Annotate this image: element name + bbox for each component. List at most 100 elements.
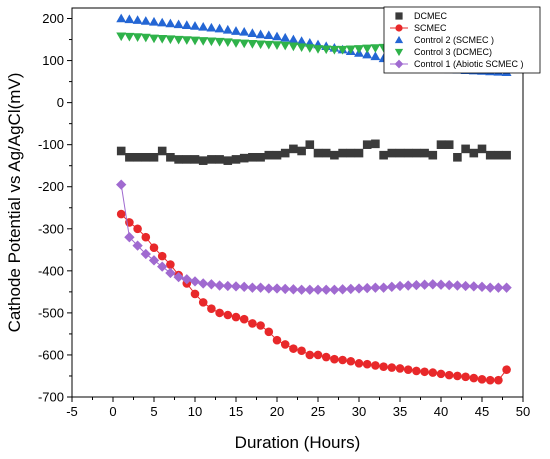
data-point-control-3-dcmec xyxy=(313,45,323,54)
x-tick-label: 30 xyxy=(352,404,366,419)
data-point-control-1-abiotic-scmec xyxy=(296,284,307,295)
data-point-control-3-dcmec xyxy=(263,40,274,50)
data-point-control-1-abiotic-scmec xyxy=(189,276,201,287)
x-tick-label: -5 xyxy=(66,404,78,419)
data-point-scmec xyxy=(395,364,405,373)
data-point-control-1-abiotic-scmec xyxy=(206,279,217,290)
data-point-scmec xyxy=(428,368,438,377)
data-point-scmec xyxy=(297,346,306,356)
data-point-control-3-dcmec xyxy=(173,35,184,45)
data-point-control-2-scmec xyxy=(231,26,241,35)
data-point-dcmec xyxy=(182,155,192,164)
data-point-scmec xyxy=(289,344,298,353)
legend-marker xyxy=(394,48,404,57)
data-point-control-1-abiotic-scmec xyxy=(124,232,135,243)
data-point-control-1-abiotic-scmec xyxy=(362,282,373,294)
legend-marker xyxy=(394,59,404,69)
data-point-control-2-scmec xyxy=(370,51,381,61)
data-point-control-2-scmec xyxy=(280,32,291,42)
data-point-control-3-dcmec xyxy=(337,45,348,55)
data-point-scmec xyxy=(354,359,364,368)
data-point-scmec xyxy=(149,243,159,253)
x-tick-label: 10 xyxy=(188,404,202,419)
data-point-scmec xyxy=(166,260,175,269)
legend-label: Control 1 (Abiotic SCMEC ) xyxy=(414,59,524,69)
legend-item: Control 2 (SCMEC ) xyxy=(394,35,494,45)
data-point-control-1-abiotic-scmec xyxy=(337,284,348,295)
data-point-control-1-abiotic-scmec xyxy=(255,282,266,293)
data-point-dcmec xyxy=(362,140,372,149)
data-point-scmec xyxy=(477,375,487,384)
data-point-control-3-dcmec xyxy=(362,44,373,54)
data-point-control-3-dcmec xyxy=(321,45,332,55)
y-tick-label: -300 xyxy=(38,221,64,236)
data-point-dcmec xyxy=(412,148,421,158)
y-tick-label: -700 xyxy=(38,390,64,405)
y-axis-title: Cathode Potential vs Ag/AgCl(mV) xyxy=(5,73,24,333)
data-point-control-3-dcmec xyxy=(165,35,176,45)
data-point-dcmec xyxy=(461,144,470,154)
data-point-control-2-scmec xyxy=(157,17,168,27)
y-tick-label: -400 xyxy=(38,263,64,278)
data-point-control-3-dcmec xyxy=(255,40,266,50)
data-point-control-2-scmec xyxy=(247,28,258,37)
data-point-dcmec xyxy=(428,150,438,160)
data-point-control-2-scmec xyxy=(288,34,299,44)
series-scmec xyxy=(116,209,511,385)
data-point-dcmec xyxy=(297,146,306,156)
data-point-control-1-abiotic-scmec xyxy=(353,283,365,294)
data-point-control-3-dcmec xyxy=(222,38,233,48)
x-axis-title: Duration (Hours) xyxy=(235,433,361,452)
data-point-scmec xyxy=(330,354,339,364)
data-point-control-3-dcmec xyxy=(214,37,225,47)
legend-item: SCMEC xyxy=(390,23,447,33)
x-tick-label: 0 xyxy=(109,404,116,419)
data-point-scmec xyxy=(403,365,413,374)
x-tick-label: 5 xyxy=(150,404,157,419)
data-point-scmec xyxy=(207,304,216,313)
data-point-control-1-abiotic-scmec xyxy=(501,282,512,293)
data-point-scmec xyxy=(264,327,274,337)
data-point-dcmec xyxy=(346,148,356,158)
data-point-dcmec xyxy=(157,146,167,156)
data-point-control-3-dcmec xyxy=(239,39,250,49)
data-point-scmec xyxy=(223,310,233,320)
x-tick-label: 35 xyxy=(393,404,407,419)
y-tick-label: -600 xyxy=(38,347,64,362)
data-point-control-1-abiotic-scmec xyxy=(460,280,471,292)
legend-marker xyxy=(395,12,403,20)
data-point-scmec xyxy=(248,319,257,328)
series-dcmec xyxy=(116,139,511,165)
data-point-dcmec xyxy=(166,152,175,162)
data-point-dcmec xyxy=(420,148,429,158)
data-point-dcmec xyxy=(125,152,134,162)
data-point-control-1-abiotic-scmec xyxy=(419,279,430,290)
data-point-control-1-abiotic-scmec xyxy=(485,282,496,293)
data-point-dcmec xyxy=(174,155,183,164)
data-point-dcmec xyxy=(133,152,142,162)
data-point-control-3-dcmec xyxy=(181,36,192,45)
data-point-scmec xyxy=(239,314,249,324)
data-point-dcmec xyxy=(469,148,479,158)
data-point-scmec xyxy=(436,369,446,379)
data-point-control-2-scmec xyxy=(149,16,159,26)
data-point-control-1-abiotic-scmec xyxy=(280,283,291,295)
data-point-scmec xyxy=(379,362,388,372)
data-point-scmec xyxy=(256,321,265,330)
data-point-control-2-scmec xyxy=(296,36,307,45)
data-point-control-2-scmec xyxy=(132,15,143,24)
data-point-control-2-scmec xyxy=(222,24,233,34)
data-point-dcmec xyxy=(395,148,405,158)
data-point-scmec xyxy=(313,350,323,360)
data-point-control-1-abiotic-scmec xyxy=(132,240,143,251)
data-point-dcmec xyxy=(305,140,315,149)
series-control-1-abiotic-scmec xyxy=(116,179,512,295)
data-point-control-1-abiotic-scmec xyxy=(444,279,455,291)
data-point-control-1-abiotic-scmec xyxy=(148,255,160,266)
data-point-control-2-scmec xyxy=(255,29,266,39)
data-point-dcmec xyxy=(215,155,224,164)
data-point-control-2-scmec xyxy=(124,14,135,24)
data-point-dcmec xyxy=(354,148,364,158)
data-point-control-3-dcmec xyxy=(190,36,200,46)
data-point-scmec xyxy=(321,352,331,362)
